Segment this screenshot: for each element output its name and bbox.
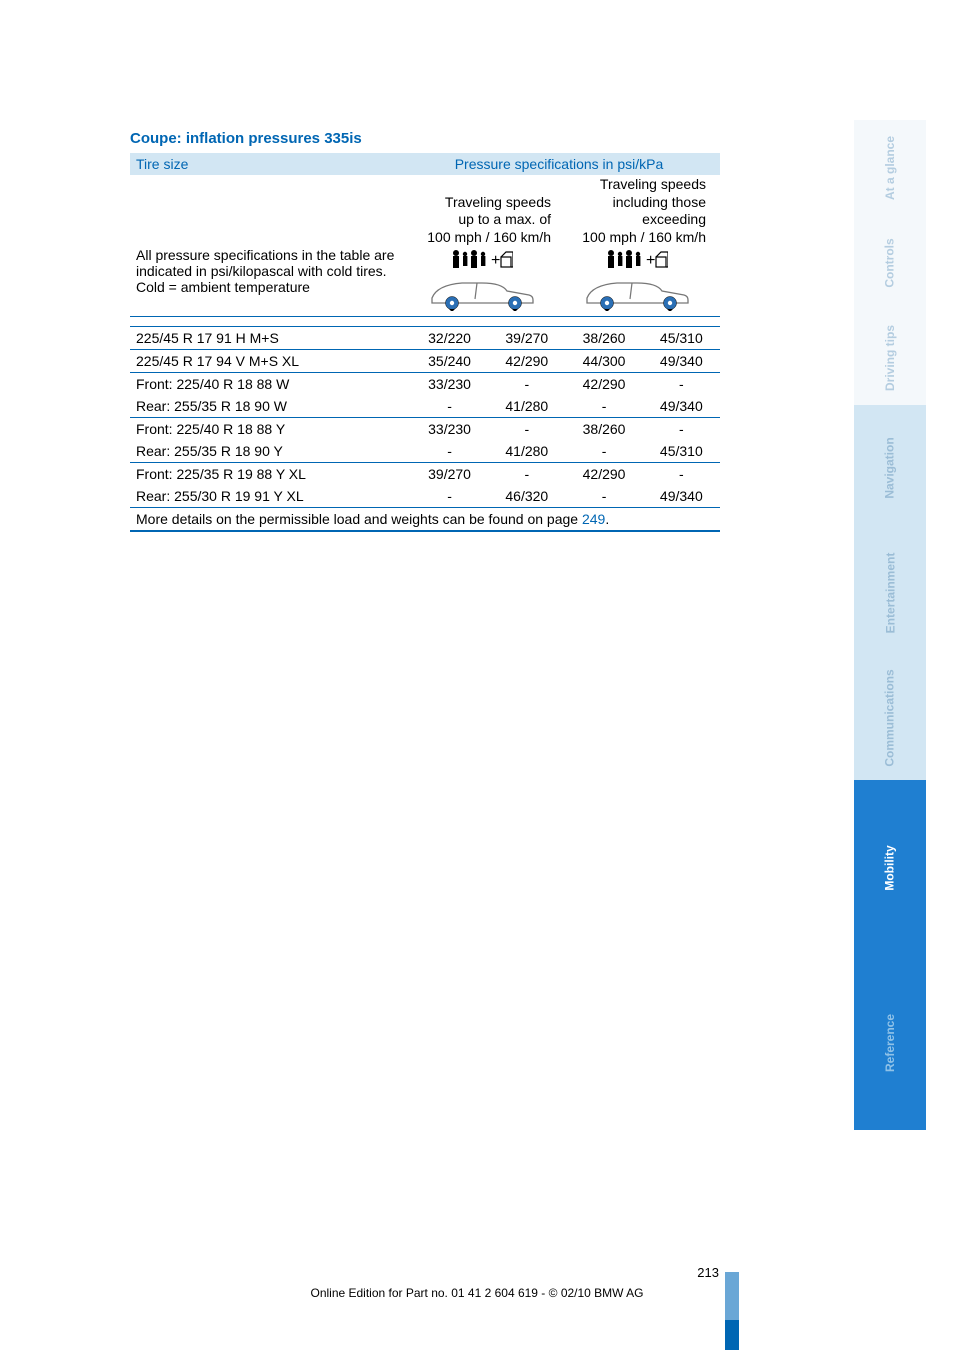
val-cell: - [411, 485, 488, 507]
table-row: Front: 225/35 R 19 88 Y XL39/270-42/290- [130, 463, 720, 486]
val-cell: 45/310 [643, 327, 720, 350]
table-row: Rear: 255/30 R 19 91 Y XL-46/320-49/340 [130, 485, 720, 507]
nav-tab-label: Mobility [883, 845, 897, 890]
table-header: Tire size Pressure specifications in psi… [130, 153, 720, 175]
col-b-l1: Traveling speeds [559, 176, 706, 194]
val-cell: 41/280 [488, 440, 565, 463]
nav-tab-label: Driving tips [883, 324, 897, 390]
nav-tab[interactable]: Reference [854, 955, 926, 1130]
nav-tab[interactable]: Controls [854, 215, 926, 310]
tire-size-cell: Front: 225/40 R 18 88 W [130, 373, 411, 396]
val-cell: - [643, 418, 720, 441]
val-cell: - [565, 395, 642, 418]
val-cell: 33/230 [411, 373, 488, 396]
val-cell: 42/290 [565, 373, 642, 396]
val-cell: - [565, 485, 642, 507]
load-icon-full: + [606, 249, 668, 271]
val-cell: 32/220 [411, 327, 488, 350]
pressure-table: 225/45 R 17 91 H M+S32/22039/27038/26045… [130, 326, 720, 507]
val-cell: 35/240 [411, 350, 488, 373]
nav-tab[interactable]: Navigation [854, 405, 926, 530]
val-cell: 46/320 [488, 485, 565, 507]
spec-description-row: All pressure specifications in the table… [130, 175, 720, 316]
footnote: More details on the permissible load and… [130, 507, 720, 532]
table-row: Front: 225/40 R 18 88 Y33/230-38/260- [130, 418, 720, 441]
nav-tab[interactable]: At a glance [854, 120, 926, 215]
nav-tab-label: Communications [883, 669, 897, 766]
section-title: Coupe: inflation pressures 335is [130, 130, 720, 147]
spec-col-a: Traveling speeds up to a max. of 100 mph… [404, 179, 559, 314]
car-icon [427, 273, 537, 311]
svg-text:+: + [491, 252, 500, 269]
val-cell: - [488, 463, 565, 486]
val-cell: 49/340 [643, 350, 720, 373]
nav-tab[interactable]: Entertainment [854, 530, 926, 655]
tire-size-cell: Front: 225/35 R 19 88 Y XL [130, 463, 411, 486]
footer-text: Online Edition for Part no. 01 41 2 604 … [0, 1286, 954, 1300]
side-nav-tabs: At a glance Controls Driving tips Navigatio… [854, 120, 926, 1130]
tire-size-cell: Rear: 255/35 R 18 90 W [130, 395, 411, 418]
spec-col-b: Traveling speeds including those exceedi… [559, 179, 714, 314]
nav-tab-label: Entertainment [883, 552, 897, 633]
table-row: Rear: 255/35 R 18 90 W-41/280-49/340 [130, 395, 720, 418]
val-cell: - [488, 373, 565, 396]
val-cell: - [565, 440, 642, 463]
val-cell: - [643, 373, 720, 396]
val-cell: - [411, 395, 488, 418]
svg-text:+: + [646, 252, 655, 269]
nav-tab-label: Reference [883, 1013, 897, 1071]
footnote-text: More details on the permissible load and… [136, 511, 582, 527]
col-b-l2: including those [559, 194, 706, 212]
nav-tab-label: Controls [883, 238, 897, 287]
col-a-l3: 100 mph / 160 km/h [404, 229, 551, 247]
val-cell: 45/310 [643, 440, 720, 463]
tire-size-cell: 225/45 R 17 94 V M+S XL [130, 350, 411, 373]
val-cell: 38/260 [565, 327, 642, 350]
val-cell: 38/260 [565, 418, 642, 441]
table-row: Front: 225/40 R 18 88 W33/230-42/290- [130, 373, 720, 396]
val-cell: 42/290 [565, 463, 642, 486]
tire-size-cell: Front: 225/40 R 18 88 Y [130, 418, 411, 441]
col-b-l3: exceeding [559, 211, 706, 229]
val-cell: 41/280 [488, 395, 565, 418]
val-cell: 49/340 [643, 485, 720, 507]
footnote-link[interactable]: 249 [582, 511, 605, 527]
car-icon [582, 273, 692, 311]
val-cell: 39/270 [411, 463, 488, 486]
tire-size-cell: 225/45 R 17 91 H M+S [130, 327, 411, 350]
header-pressure: Pressure specifications in psi/kPa [404, 156, 714, 172]
table-row: Rear: 255/35 R 18 90 Y-41/280-45/310 [130, 440, 720, 463]
spec-left-text: All pressure specifications in the table… [136, 179, 404, 314]
page-number: 213 [697, 1265, 719, 1280]
table-row: 225/45 R 17 91 H M+S32/22039/27038/26045… [130, 327, 720, 350]
nav-tab-label: Navigation [883, 437, 897, 498]
val-cell: 39/270 [488, 327, 565, 350]
table-row: 225/45 R 17 94 V M+S XL35/24042/29044/30… [130, 350, 720, 373]
val-cell: 49/340 [643, 395, 720, 418]
tire-size-cell: Rear: 255/35 R 18 90 Y [130, 440, 411, 463]
footnote-post: . [605, 511, 609, 527]
val-cell: - [411, 440, 488, 463]
header-tire-size: Tire size [136, 156, 404, 172]
col-b-l4: 100 mph / 160 km/h [559, 229, 706, 247]
page-bar-dark [725, 1320, 739, 1350]
nav-tab[interactable]: Mobility [854, 780, 926, 955]
val-cell: 33/230 [411, 418, 488, 441]
val-cell: - [643, 463, 720, 486]
nav-tab[interactable]: Communications [854, 655, 926, 780]
col-a-l2: up to a max. of [404, 211, 551, 229]
val-cell: - [488, 418, 565, 441]
col-a-l1: Traveling speeds [404, 194, 551, 212]
load-icon-partial: + [451, 249, 513, 271]
val-cell: 44/300 [565, 350, 642, 373]
nav-tab[interactable]: Driving tips [854, 310, 926, 405]
nav-tab-label: At a glance [883, 135, 897, 199]
val-cell: 42/290 [488, 350, 565, 373]
tire-size-cell: Rear: 255/30 R 19 91 Y XL [130, 485, 411, 507]
